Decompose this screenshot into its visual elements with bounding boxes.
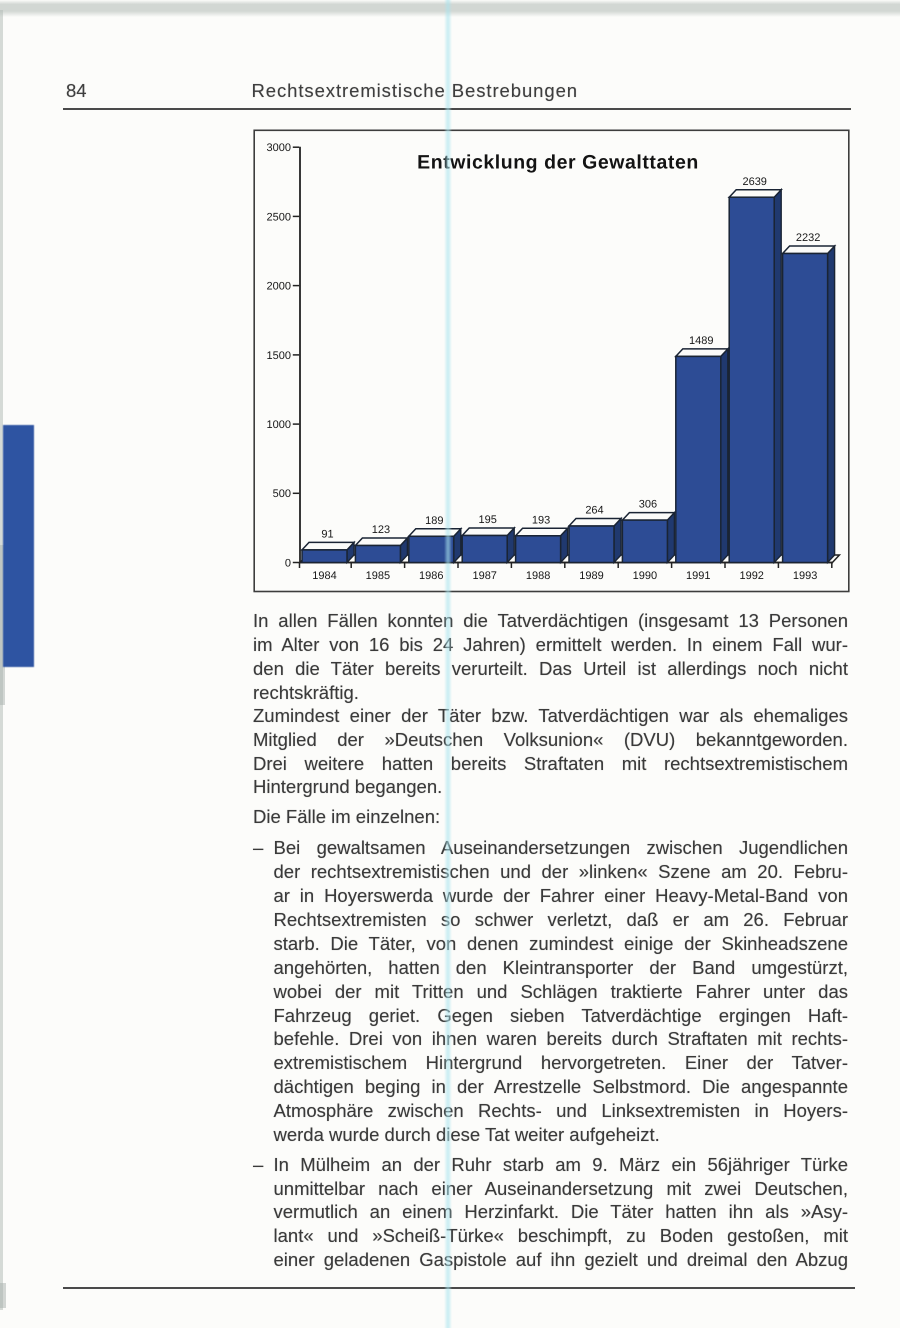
svg-text:193: 193 (532, 514, 550, 526)
svg-text:3000: 3000 (267, 142, 291, 154)
svg-text:2232: 2232 (796, 232, 820, 244)
svg-text:1988: 1988 (526, 570, 550, 582)
svg-text:306: 306 (639, 499, 657, 511)
svg-text:195: 195 (479, 514, 497, 526)
svg-text:1500: 1500 (267, 350, 291, 362)
svg-text:1989: 1989 (579, 570, 603, 582)
svg-text:1992: 1992 (739, 570, 763, 582)
svg-text:1991: 1991 (686, 570, 710, 582)
svg-text:264: 264 (585, 505, 603, 517)
svg-text:0: 0 (285, 557, 291, 569)
svg-text:1489: 1489 (689, 335, 713, 347)
svg-text:91: 91 (321, 529, 333, 541)
svg-text:1984: 1984 (312, 570, 336, 582)
svg-text:1000: 1000 (267, 419, 291, 431)
svg-text:2500: 2500 (267, 211, 291, 223)
svg-text:1985: 1985 (366, 570, 390, 582)
svg-text:2000: 2000 (267, 281, 291, 293)
svg-text:2639: 2639 (742, 176, 766, 188)
svg-text:1990: 1990 (633, 570, 657, 582)
svg-text:1993: 1993 (793, 570, 817, 582)
svg-text:1986: 1986 (419, 570, 443, 582)
svg-text:189: 189 (425, 515, 443, 527)
svg-text:123: 123 (372, 524, 390, 536)
svg-text:1987: 1987 (472, 570, 496, 582)
svg-text:500: 500 (273, 488, 291, 500)
svg-text:Entwicklung der Gewalttaten: Entwicklung der Gewalttaten (417, 152, 699, 174)
